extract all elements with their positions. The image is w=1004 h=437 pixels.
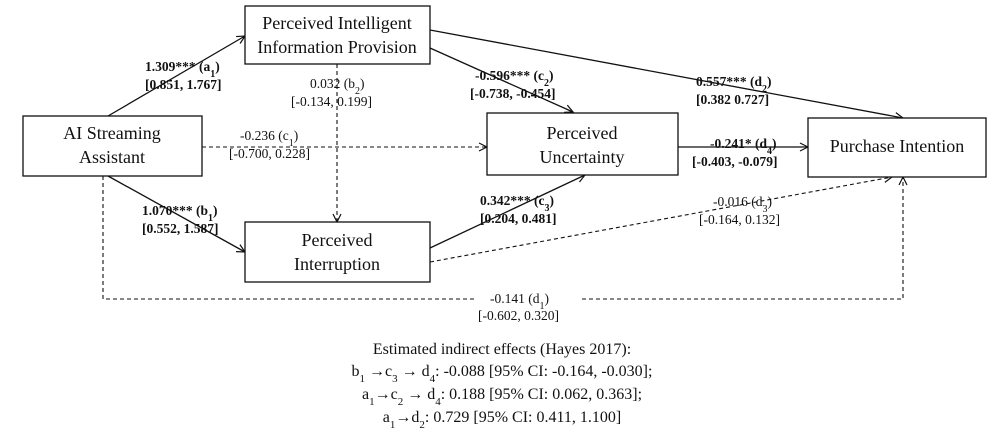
indirect-effects-title: Estimated indirect effects (Hayes 2017):	[373, 341, 631, 358]
node-ai-line2: Assistant	[79, 147, 145, 167]
path-d3-ci: [-0.164, 0.132]	[699, 212, 780, 227]
path-d1-label-bg	[476, 286, 580, 320]
indirect-effect-row-3: a1→d2: 0.729 [95% CI: 0.411, 1.100]	[383, 409, 621, 431]
path-b1-ci: [0.552, 1.587]	[142, 221, 219, 236]
path-b2-ci: [-0.134, 0.199]	[291, 94, 372, 109]
path-c2-ci: [-0.738, -0.454]	[470, 86, 555, 101]
path-d2-line	[429, 29, 903, 118]
node-perceived-interruption: Perceived Interruption	[244, 221, 431, 283]
node-purchase-intention: Purchase Intention	[807, 117, 987, 178]
path-c2-line	[429, 47, 573, 112]
node-perceived-uncertainty: Perceived Uncertainty	[486, 112, 679, 176]
indirect-effect-row-2: a1→c2 → d4: 0.188 [95% CI: 0.062, 0.363]…	[362, 386, 642, 408]
node-pip-line2: Information Provision	[257, 37, 417, 57]
indirect-effect-row-1: b1 →c3 → d4: -0.088 [95% CI: -0.164, -0.…	[352, 363, 653, 385]
node-pi-line1: Perceived	[302, 230, 373, 250]
path-a1-ci: [0.851, 1.767]	[145, 77, 222, 92]
path-d2-ci: [0.382 0.727]	[696, 92, 769, 107]
path-c1-ci: [-0.700, 0.228]	[229, 146, 310, 161]
path-a1-line	[107, 36, 245, 117]
path-c3-ci: [0.204, 0.481]	[480, 211, 557, 226]
node-pi-line2: Interruption	[294, 254, 380, 274]
node-pu-line1: Perceived	[547, 123, 618, 143]
path-d1-ci: [-0.602, 0.320]	[478, 308, 559, 323]
node-ai-line1: AI Streaming	[63, 123, 160, 143]
node-pip-line1: Perceived Intelligent	[262, 13, 411, 33]
node-ai-streaming-assistant: AI Streaming Assistant	[22, 115, 203, 177]
node-perceived-intelligent-information-provision: Perceived Intelligent Information Provis…	[244, 5, 431, 65]
node-pu-line2: Uncertainty	[540, 147, 625, 167]
node-intent-text: Purchase Intention	[830, 136, 964, 156]
path-b1-line	[107, 175, 245, 252]
path-d1-line	[102, 176, 903, 300]
path-d3-line	[429, 177, 892, 263]
path-d4-ci: [-0.403, -0.079]	[692, 154, 777, 169]
path-c3-line	[429, 175, 585, 249]
